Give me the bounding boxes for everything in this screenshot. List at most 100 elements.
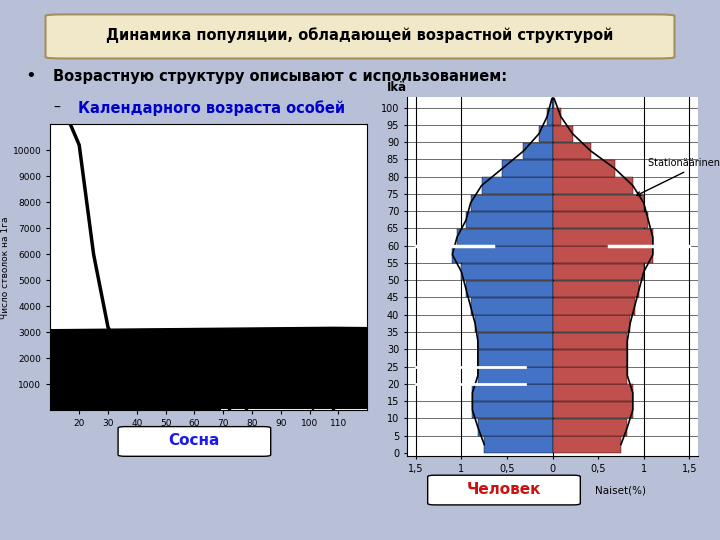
Polygon shape (0, 397, 720, 406)
Polygon shape (148, 408, 149, 410)
Polygon shape (0, 376, 720, 383)
Text: Сосна: Сосна (168, 434, 220, 448)
Polygon shape (0, 392, 720, 399)
Polygon shape (0, 406, 145, 408)
Polygon shape (0, 403, 215, 404)
Bar (466, 212, 552, 228)
Polygon shape (0, 394, 454, 397)
Bar (552, 229, 653, 246)
Polygon shape (0, 380, 720, 389)
Polygon shape (0, 388, 520, 393)
Polygon shape (0, 400, 571, 405)
Polygon shape (0, 338, 720, 353)
Polygon shape (0, 403, 184, 405)
Polygon shape (0, 407, 220, 409)
Polygon shape (0, 407, 197, 409)
Text: –: – (53, 101, 60, 115)
Polygon shape (0, 406, 145, 407)
Polygon shape (0, 408, 212, 410)
Polygon shape (0, 401, 538, 405)
Polygon shape (0, 408, 221, 410)
Bar (552, 281, 639, 298)
Bar (552, 177, 633, 194)
Polygon shape (0, 406, 196, 408)
Polygon shape (0, 389, 720, 396)
Polygon shape (0, 402, 213, 403)
Polygon shape (0, 408, 163, 410)
Polygon shape (0, 390, 720, 403)
Polygon shape (0, 356, 720, 369)
Bar (478, 419, 552, 436)
Polygon shape (159, 408, 161, 410)
Polygon shape (0, 357, 720, 373)
Polygon shape (0, 392, 720, 400)
Polygon shape (0, 406, 124, 407)
Polygon shape (0, 403, 158, 405)
Text: Человек: Человек (467, 482, 541, 497)
Polygon shape (0, 406, 174, 407)
Polygon shape (0, 377, 720, 393)
Polygon shape (0, 390, 720, 397)
Polygon shape (0, 386, 720, 395)
Polygon shape (0, 382, 720, 395)
Polygon shape (0, 403, 542, 408)
Bar (552, 264, 644, 280)
Polygon shape (0, 395, 720, 402)
Bar (472, 384, 552, 401)
Polygon shape (0, 387, 720, 394)
Polygon shape (0, 394, 562, 399)
Polygon shape (0, 383, 720, 390)
Polygon shape (0, 404, 158, 406)
Polygon shape (0, 404, 206, 406)
Polygon shape (0, 396, 720, 403)
Polygon shape (0, 407, 146, 408)
Bar (503, 160, 552, 177)
Text: Naiset(%): Naiset(%) (595, 485, 647, 496)
Polygon shape (0, 406, 186, 407)
Polygon shape (0, 327, 720, 342)
Polygon shape (228, 406, 230, 410)
Polygon shape (0, 384, 548, 389)
Polygon shape (0, 403, 170, 404)
Polygon shape (0, 369, 720, 376)
Text: Miehet(%): Miehet(%) (458, 485, 511, 496)
Bar (482, 177, 552, 194)
Polygon shape (136, 408, 138, 410)
Bar (552, 143, 591, 159)
Bar (552, 367, 627, 384)
Polygon shape (0, 386, 720, 393)
Polygon shape (0, 379, 720, 385)
Polygon shape (0, 347, 720, 362)
Polygon shape (0, 391, 451, 395)
Polygon shape (0, 405, 217, 407)
Polygon shape (0, 363, 720, 372)
Bar (475, 315, 552, 332)
Bar (471, 194, 552, 211)
Polygon shape (0, 408, 163, 409)
Polygon shape (0, 386, 720, 395)
Polygon shape (0, 407, 188, 409)
Polygon shape (0, 406, 195, 407)
Polygon shape (0, 402, 192, 404)
Polygon shape (0, 400, 720, 407)
Polygon shape (0, 404, 184, 406)
Polygon shape (0, 408, 176, 409)
Polygon shape (0, 399, 462, 403)
Bar (552, 350, 627, 367)
Polygon shape (0, 404, 469, 408)
Polygon shape (0, 373, 720, 386)
Polygon shape (0, 404, 143, 405)
Polygon shape (0, 364, 720, 377)
Polygon shape (0, 406, 218, 408)
Polygon shape (0, 406, 161, 407)
Polygon shape (0, 405, 207, 407)
Polygon shape (0, 387, 552, 392)
Bar (478, 350, 552, 367)
Bar (472, 402, 552, 418)
Polygon shape (0, 375, 720, 383)
Polygon shape (0, 394, 720, 401)
Polygon shape (0, 372, 720, 379)
Bar (552, 125, 572, 142)
Polygon shape (0, 397, 567, 402)
Bar (552, 315, 630, 332)
